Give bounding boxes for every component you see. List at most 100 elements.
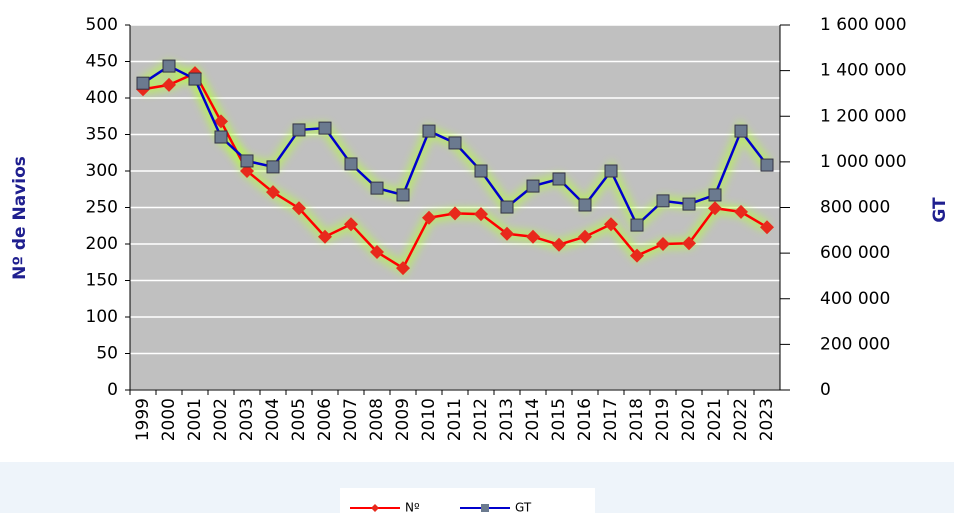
x-tick-label: 2002 bbox=[211, 398, 231, 441]
marker bbox=[578, 198, 592, 212]
marker bbox=[240, 164, 254, 178]
marker bbox=[344, 157, 358, 171]
x-tick-label: 2012 bbox=[471, 398, 491, 441]
y-axis-title: Nº de Navios bbox=[10, 156, 30, 280]
marker bbox=[708, 201, 722, 216]
y-tick-label: 300 bbox=[86, 161, 118, 181]
marker bbox=[422, 210, 436, 225]
marker bbox=[682, 236, 696, 251]
x-tick-label: 2013 bbox=[497, 398, 517, 441]
marker bbox=[292, 123, 306, 137]
x-tick-label: 2008 bbox=[367, 398, 387, 441]
marker bbox=[734, 124, 748, 138]
marker bbox=[552, 237, 566, 252]
x-tick-label: 2005 bbox=[289, 398, 309, 441]
x-tick-label: 2010 bbox=[419, 398, 439, 441]
y2-tick-label: 600 000 bbox=[820, 243, 890, 263]
legend-label: GT bbox=[515, 501, 532, 513]
x-tick-label: 2004 bbox=[263, 398, 283, 441]
marker bbox=[682, 197, 696, 211]
y-tick-label: 0 bbox=[107, 380, 118, 400]
marker bbox=[136, 76, 150, 90]
x-tick-label: 2023 bbox=[757, 398, 777, 441]
x-tick-label: 2009 bbox=[393, 398, 413, 441]
y2-tick-label: 400 000 bbox=[820, 289, 890, 309]
marker bbox=[630, 248, 644, 263]
marker bbox=[240, 154, 254, 168]
marker bbox=[604, 164, 618, 178]
y-tick-label: 50 bbox=[96, 344, 118, 364]
x-tick-label: 2003 bbox=[237, 398, 257, 441]
marker bbox=[266, 160, 280, 174]
y2-axis-title: GT bbox=[930, 197, 950, 223]
marker bbox=[448, 206, 462, 221]
marker bbox=[578, 229, 592, 244]
marker bbox=[708, 188, 722, 202]
marker bbox=[370, 181, 384, 195]
y2-tick-label: 1 200 000 bbox=[820, 106, 907, 126]
legend-label: Nº bbox=[405, 501, 420, 513]
marker bbox=[656, 237, 670, 251]
marker bbox=[630, 218, 644, 232]
marker bbox=[500, 200, 514, 214]
x-tick-label: 2014 bbox=[523, 398, 543, 441]
marker bbox=[500, 226, 514, 241]
y-tick-label: 350 bbox=[86, 125, 118, 145]
marker bbox=[370, 245, 384, 260]
y-tick-label: 150 bbox=[86, 271, 118, 291]
marker bbox=[552, 172, 566, 186]
marker bbox=[162, 59, 176, 73]
y2-tick-label: 1 600 000 bbox=[820, 15, 907, 35]
marker bbox=[526, 179, 540, 193]
y2-tick-label: 1 000 000 bbox=[820, 152, 907, 172]
x-tick-label: 2017 bbox=[601, 398, 621, 441]
x-tick-label: 2020 bbox=[679, 398, 699, 441]
marker bbox=[604, 217, 618, 232]
x-tick-label: 2016 bbox=[575, 398, 595, 441]
marker bbox=[734, 204, 748, 219]
marker bbox=[318, 229, 332, 244]
marker bbox=[162, 77, 176, 92]
marker bbox=[448, 136, 462, 150]
marker bbox=[474, 164, 488, 178]
marker bbox=[292, 201, 306, 216]
legend-marker bbox=[371, 504, 379, 512]
marker bbox=[526, 229, 540, 244]
y2-tick-label: 1 400 000 bbox=[820, 61, 907, 81]
marker bbox=[266, 185, 280, 200]
y-tick-label: 450 bbox=[86, 52, 118, 72]
y2-tick-label: 800 000 bbox=[820, 198, 890, 218]
legend-box bbox=[340, 488, 595, 513]
x-tick-label: 2006 bbox=[315, 398, 335, 441]
y2-tick-label: 0 bbox=[820, 380, 831, 400]
marker bbox=[214, 130, 228, 144]
y-tick-label: 250 bbox=[86, 198, 118, 218]
y-tick-label: 400 bbox=[86, 88, 118, 108]
x-tick-label: 2007 bbox=[341, 398, 361, 441]
y2-tick-label: 200 000 bbox=[820, 334, 890, 354]
x-tick-label: 2022 bbox=[731, 398, 751, 441]
marker bbox=[760, 220, 774, 235]
marker bbox=[396, 261, 410, 276]
marker bbox=[318, 121, 332, 135]
marker bbox=[422, 124, 436, 138]
x-tick-label: 1999 bbox=[133, 398, 153, 441]
x-tick-label: 2011 bbox=[445, 398, 465, 441]
x-tick-label: 2001 bbox=[185, 398, 205, 441]
marker bbox=[214, 114, 228, 129]
y-tick-label: 100 bbox=[86, 307, 118, 327]
marker bbox=[188, 72, 202, 86]
marker bbox=[344, 217, 358, 232]
y-tick-label: 500 bbox=[86, 15, 118, 35]
x-tick-label: 2015 bbox=[549, 398, 569, 441]
marker bbox=[396, 188, 410, 202]
x-tick-label: 2018 bbox=[627, 398, 647, 441]
marker bbox=[656, 194, 670, 208]
marker bbox=[760, 158, 774, 172]
y-tick-label: 200 bbox=[86, 234, 118, 254]
x-tick-label: 2000 bbox=[159, 398, 179, 441]
legend-marker bbox=[481, 504, 489, 512]
x-tick-label: 2019 bbox=[653, 398, 673, 441]
marker bbox=[474, 207, 488, 222]
